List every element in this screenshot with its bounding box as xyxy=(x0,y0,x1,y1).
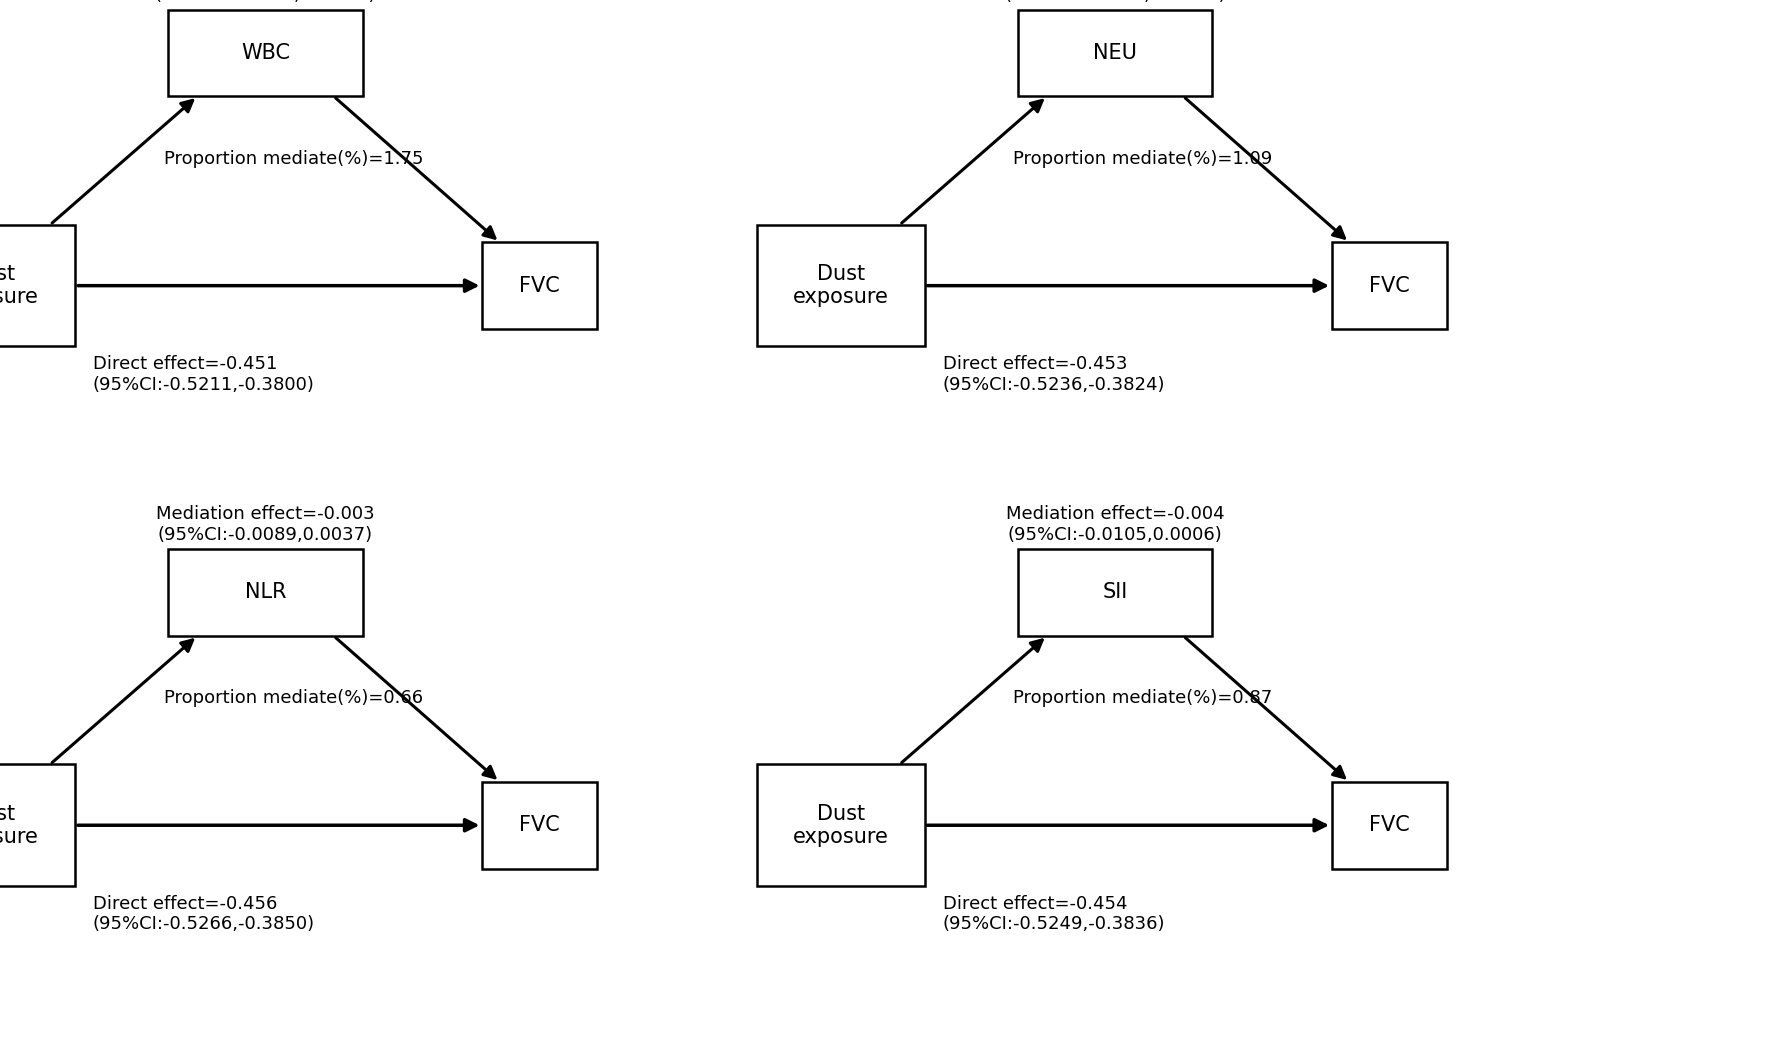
Text: FVC: FVC xyxy=(519,816,561,835)
Text: Mediation effect=-0.008
(95%CI:-0.0156,-0.0018): Mediation effect=-0.008 (95%CI:-0.0156,-… xyxy=(154,0,377,4)
FancyBboxPatch shape xyxy=(1018,10,1212,96)
Text: Direct effect=-0.451
(95%CI:-0.5211,-0.3800): Direct effect=-0.451 (95%CI:-0.5211,-0.3… xyxy=(92,355,315,394)
Text: Direct effect=-0.454
(95%CI:-0.5249,-0.3836): Direct effect=-0.454 (95%CI:-0.5249,-0.3… xyxy=(942,895,1165,933)
Text: WBC: WBC xyxy=(241,43,290,62)
Text: Dust
exposure: Dust exposure xyxy=(0,264,39,307)
FancyBboxPatch shape xyxy=(481,782,596,869)
FancyBboxPatch shape xyxy=(1333,782,1448,869)
Text: FVC: FVC xyxy=(519,276,561,295)
Text: Dust
exposure: Dust exposure xyxy=(793,264,889,307)
FancyBboxPatch shape xyxy=(0,764,74,887)
Text: Proportion mediate(%)=1.75: Proportion mediate(%)=1.75 xyxy=(163,149,423,168)
Text: FVC: FVC xyxy=(1368,276,1411,295)
FancyBboxPatch shape xyxy=(1333,242,1448,329)
FancyBboxPatch shape xyxy=(168,10,363,96)
Text: NEU: NEU xyxy=(1094,43,1136,62)
Text: Proportion mediate(%)=1.09: Proportion mediate(%)=1.09 xyxy=(1012,149,1273,168)
FancyBboxPatch shape xyxy=(168,549,363,636)
Text: Direct effect=-0.456
(95%CI:-0.5266,-0.3850): Direct effect=-0.456 (95%CI:-0.5266,-0.3… xyxy=(92,895,315,933)
FancyBboxPatch shape xyxy=(481,242,596,329)
Text: Direct effect=-0.453
(95%CI:-0.5236,-0.3824): Direct effect=-0.453 (95%CI:-0.5236,-0.3… xyxy=(942,355,1165,394)
Text: NLR: NLR xyxy=(244,583,287,602)
Text: Dust
exposure: Dust exposure xyxy=(0,804,39,846)
FancyBboxPatch shape xyxy=(758,764,924,887)
Text: Mediation effect=-0.005
(95%CI:-0.0124,-0.0004): Mediation effect=-0.005 (95%CI:-0.0124,-… xyxy=(1004,0,1227,4)
Text: Proportion mediate(%)=0.87: Proportion mediate(%)=0.87 xyxy=(1012,689,1273,708)
FancyBboxPatch shape xyxy=(0,225,74,347)
Text: FVC: FVC xyxy=(1368,816,1411,835)
Text: Proportion mediate(%)=0.66: Proportion mediate(%)=0.66 xyxy=(163,689,423,708)
Text: Mediation effect=-0.003
(95%CI:-0.0089,0.0037): Mediation effect=-0.003 (95%CI:-0.0089,0… xyxy=(156,505,375,544)
FancyBboxPatch shape xyxy=(758,225,924,347)
Text: SII: SII xyxy=(1103,583,1127,602)
Text: Mediation effect=-0.004
(95%CI:-0.0105,0.0006): Mediation effect=-0.004 (95%CI:-0.0105,0… xyxy=(1005,505,1225,544)
FancyBboxPatch shape xyxy=(1018,549,1212,636)
Text: Dust
exposure: Dust exposure xyxy=(793,804,889,846)
